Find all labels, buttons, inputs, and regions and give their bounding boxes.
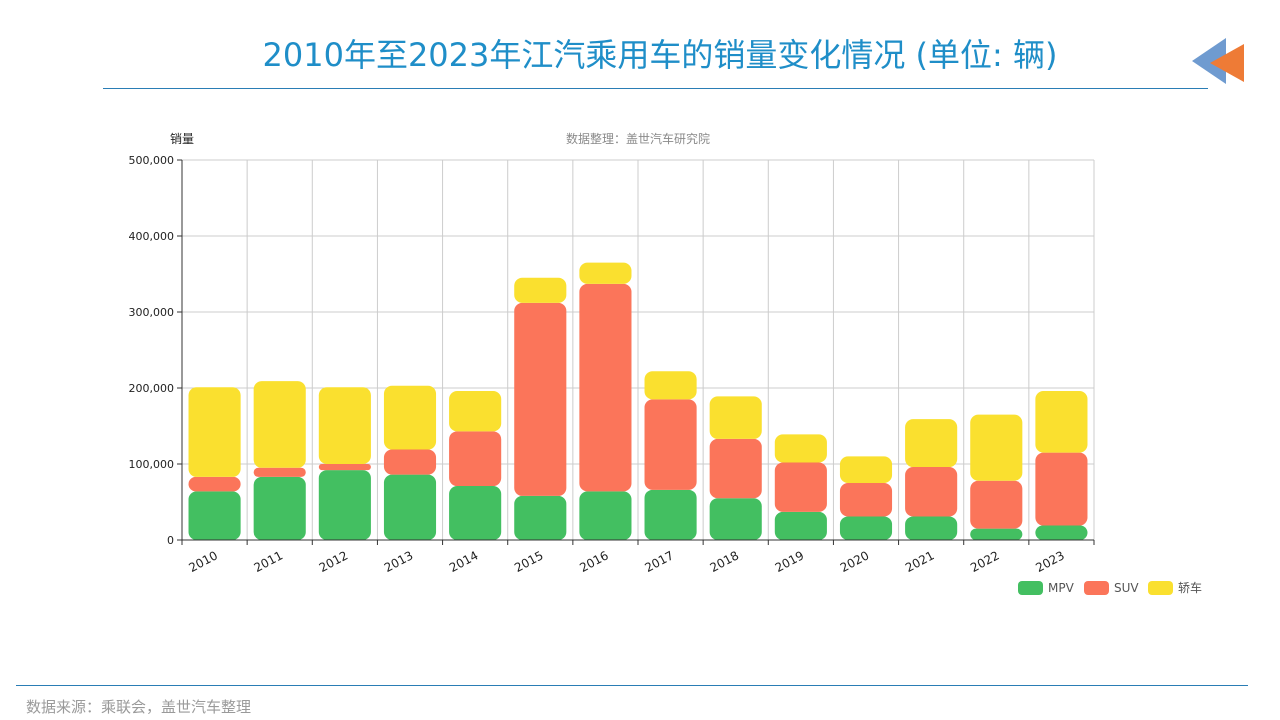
legend: MPV SUV 轿车 [1018,580,1202,595]
x-tick-label: 2010 [186,548,220,575]
bar-MPV-2012 [318,470,371,540]
bar-MPV-2011 [253,476,306,540]
x-tick-label: 2015 [512,548,546,575]
x-tick-label: 2011 [252,548,286,575]
bar-MPV-2014 [449,486,502,540]
bar-MPV-2010 [188,491,241,540]
bar-MPV-2020 [839,516,893,540]
legend-swatch-轿车[interactable] [1148,581,1173,595]
bar-SUV-2011 [253,467,306,477]
legend-label[interactable]: SUV [1114,581,1139,595]
x-tick-label: 2018 [708,548,742,575]
x-tick-label: 2012 [317,548,351,575]
footer-divider [16,685,1248,686]
bar-轿车-2014 [449,391,502,432]
bars [188,262,1088,540]
legend-label[interactable]: MPV [1048,581,1075,595]
bar-SUV-2012 [318,464,371,471]
y-tick-label: 300,000 [129,306,175,319]
bar-MPV-2017 [644,489,697,540]
legend-swatch-SUV[interactable] [1084,581,1109,595]
x-tick-label: 2022 [968,548,1002,575]
bar-轿车-2016 [579,262,632,284]
bar-MPV-2015 [514,495,567,540]
y-axis-label: 销量 [170,132,194,146]
bar-MPV-2018 [709,498,762,540]
bar-轿车-2023 [1035,391,1088,453]
bar-轿车-2015 [514,277,567,303]
bar-SUV-2021 [905,467,958,517]
bar-MPV-2013 [383,474,437,540]
y-tick-label: 400,000 [129,230,175,243]
y-tick-label: 100,000 [129,458,175,471]
legend-label[interactable]: 轿车 [1178,580,1202,595]
bar-轿车-2013 [383,385,437,450]
y-tick-label: 200,000 [129,382,175,395]
bar-轿车-2020 [839,456,893,483]
x-tick-label: 2023 [1033,548,1067,575]
x-tick-label: 2013 [382,548,416,575]
bar-MPV-2016 [579,491,632,540]
y-tick-label: 0 [167,534,174,547]
y-tick-label: 500,000 [129,154,175,167]
bar-SUV-2017 [644,399,697,490]
x-tick-label: 2017 [642,548,676,575]
bar-轿车-2010 [188,387,241,477]
bar-SUV-2013 [383,449,437,475]
back-arrow-icon-rear [1192,38,1226,84]
x-tick-label: 2014 [447,548,481,575]
bar-轿车-2012 [318,387,371,464]
bar-SUV-2023 [1035,452,1088,526]
back-arrow-icon-front [1210,44,1244,82]
bar-SUV-2014 [449,431,502,487]
bar-SUV-2018 [709,438,762,499]
page-title: 2010年至2023年江汽乘用车的销量变化情况 (单位: 辆) [262,36,1058,74]
stacked-bar-chart: 数据整理：盖世汽车研究院 销量 0 100,000 200,000 300,000 40… [129,131,1202,595]
bar-SUV-2020 [839,483,893,517]
bar-SUV-2019 [774,462,827,512]
x-tick-label: 2021 [903,548,937,575]
chart-subtitle: 数据整理：盖世汽车研究院 [566,131,710,146]
bar-轿车-2017 [644,371,697,400]
legend-swatch-MPV[interactable] [1018,581,1043,595]
bar-SUV-2015 [514,302,567,496]
bar-SUV-2016 [579,283,632,492]
bar-MPV-2019 [774,511,827,540]
bar-SUV-2010 [188,476,241,492]
bar-轿车-2018 [709,396,762,439]
title-divider [103,88,1208,89]
bar-轿车-2021 [905,419,958,468]
bar-MPV-2023 [1035,525,1088,540]
bar-SUV-2022 [970,480,1023,529]
source-note: 数据来源：乘联会，盖世汽车整理 [26,698,252,716]
bar-MPV-2021 [905,516,958,540]
bar-轿车-2019 [774,434,827,463]
x-tick-label: 2020 [838,548,872,575]
bar-轿车-2011 [253,381,306,468]
bar-轿车-2022 [970,414,1023,481]
x-tick-label: 2016 [577,548,611,575]
bar-MPV-2022 [970,528,1023,540]
back-arrow-icon[interactable] [1190,36,1246,86]
x-tick-label: 2019 [773,548,807,575]
